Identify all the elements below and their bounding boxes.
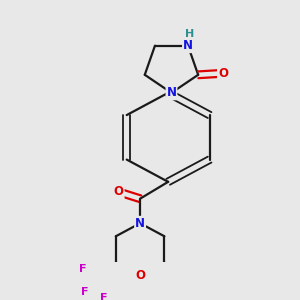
Text: F: F: [81, 286, 88, 296]
Text: O: O: [218, 67, 228, 80]
Text: O: O: [135, 269, 145, 282]
Text: N: N: [135, 217, 145, 230]
Text: H: H: [185, 29, 194, 39]
Text: N: N: [183, 39, 193, 52]
Text: F: F: [100, 293, 108, 300]
Text: O: O: [114, 185, 124, 199]
Text: N: N: [167, 86, 176, 99]
Text: F: F: [79, 263, 86, 274]
